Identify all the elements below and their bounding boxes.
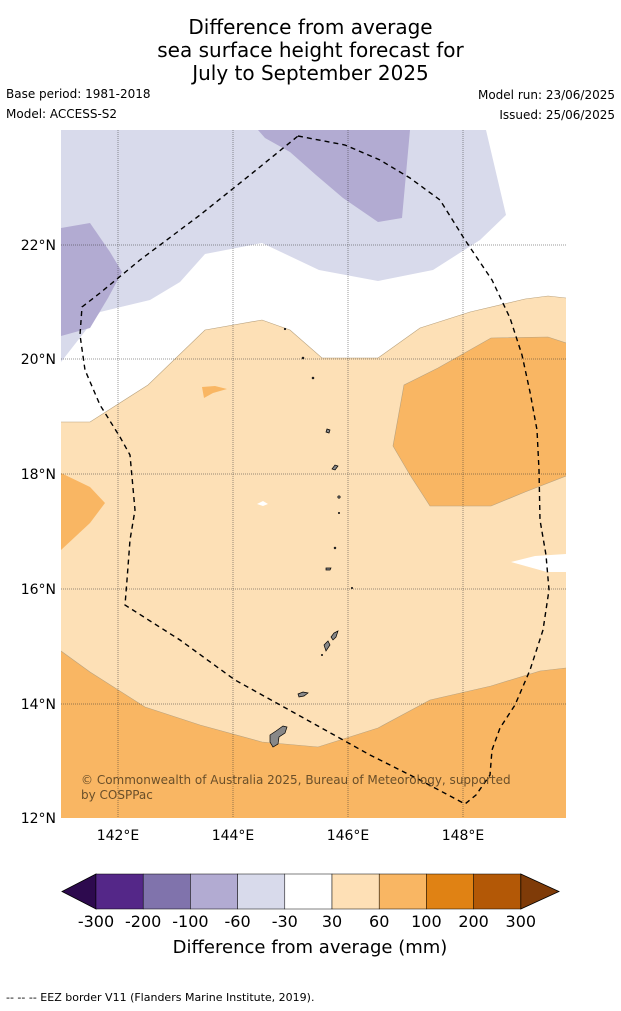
colorbar-extend-low (61, 873, 97, 910)
gridlines (61, 130, 566, 818)
colorbar-bin-5 (284, 873, 333, 910)
issued-text: Issued: 25/06/2025 (499, 108, 615, 122)
map-title: Difference from average sea surface heig… (0, 16, 621, 85)
colorbar-tick-label: -200 (125, 912, 161, 931)
longitude-labels: 142°E 144°E 146°E 148°E (97, 828, 485, 844)
colorbar-tick-label: 100 (411, 912, 442, 931)
contour-white-small (257, 501, 268, 506)
lon-label-144e: 144°E (212, 828, 255, 844)
lat-label-16n: 16°N (21, 582, 56, 598)
islands (269, 327, 354, 748)
island-guam (269, 725, 288, 748)
island-agrihan (325, 428, 331, 434)
colorbar-title: Difference from average (mm) (173, 937, 448, 958)
title-line-1: Difference from average (188, 15, 433, 39)
copyright-line-1: © Commonwealth of Australia 2025, Bureau… (81, 773, 511, 787)
island-anatahan (325, 567, 332, 571)
colorbar-bin-9 (473, 873, 522, 910)
colorbar-bin-6 (331, 873, 380, 910)
eez-border (79, 135, 550, 805)
colorbar-bin-1 (95, 873, 144, 910)
contour-60-100-west (61, 473, 105, 550)
lat-label-22n: 22°N (21, 238, 56, 254)
eez-legend-footer: -- -- -- EEZ border V11 (Flanders Marine… (6, 991, 315, 1004)
colorbar-bin-4 (237, 873, 286, 910)
colorbar-tick-label: 30 (322, 912, 342, 931)
colorbar-tick-label: -100 (172, 912, 208, 931)
model-text: Model: ACCESS-S2 (6, 107, 118, 121)
island-rota (297, 691, 309, 698)
contour-60-100-south (61, 651, 566, 818)
colorbar-bin-7 (378, 873, 427, 910)
lat-label-18n: 18°N (21, 467, 56, 483)
colorbar-bin-8 (426, 873, 474, 910)
lat-label-14n: 14°N (21, 697, 56, 713)
colorbar-bin-3 (190, 873, 238, 910)
latitude-labels: 22°N 20°N 18°N 16°N 14°N 12°N (21, 238, 56, 827)
contour-60-100-east (393, 337, 566, 506)
contour-neg60-neg100 (258, 130, 410, 222)
lon-label-146e: 146°E (327, 828, 370, 844)
colorbar (61, 873, 560, 910)
colorbar-extend-high (520, 873, 560, 910)
model-run-text: Model run: 23/06/2025 (477, 88, 615, 102)
colorbar-tick-label: -60 (225, 912, 251, 931)
title-line-2: sea surface height forecast for (157, 38, 464, 62)
contour-white-east-notch (511, 554, 566, 572)
copyright-line-2: by COSPPac (81, 788, 153, 802)
title-line-3: July to September 2025 (192, 61, 429, 85)
colorbar-tick-label: -30 (272, 912, 298, 931)
colorbar-tick-label: 200 (458, 912, 489, 931)
colorbar-labels: -300 -200 -100 -60 -30 30 60 100 200 300 (78, 912, 536, 931)
colorbar-bin-2 (142, 873, 191, 910)
island-saipan (330, 630, 339, 641)
colorbar-tick-label: 60 (369, 912, 389, 931)
lat-label-20n: 20°N (21, 352, 56, 368)
contour-neg60-neg100-west (61, 223, 122, 336)
lat-label-12n: 12°N (21, 811, 56, 827)
ssh-anomaly-field: © Commonwealth of Australia 2025, Bureau… (61, 130, 566, 818)
lon-label-142e: 142°E (97, 828, 140, 844)
island-pagan (331, 464, 339, 471)
contour-60-100-patch (202, 386, 227, 398)
island-tinian (323, 640, 331, 652)
colorbar-tick-label: -300 (78, 912, 114, 931)
colorbar-tick-label: 300 (506, 912, 537, 931)
contour-lines (61, 295, 566, 748)
lon-label-148e: 148°E (442, 828, 485, 844)
base-period-text: Base period: 1981-2018 (6, 87, 151, 101)
